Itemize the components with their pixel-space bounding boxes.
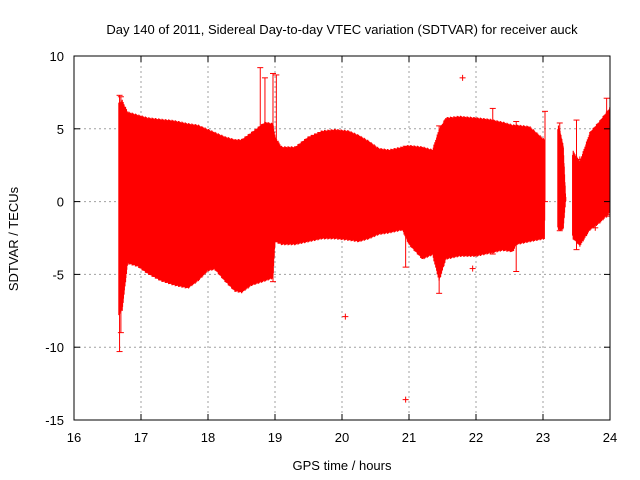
y-axis-label: SDTVAR / TECUs	[6, 186, 21, 291]
y-tick-label: -15	[45, 413, 64, 428]
y-tick-label: 5	[57, 122, 64, 137]
axis-ticks: 16 17 18 19 20 21 22 23 24 -15 -10 -5 0 5 10	[45, 49, 617, 445]
y-tick-label: 10	[50, 49, 64, 64]
y-tick-label: -10	[45, 340, 64, 355]
plot-series	[116, 67, 611, 403]
x-tick-label: 21	[402, 430, 416, 445]
x-tick-label: 20	[335, 430, 349, 445]
x-tick-label: 19	[268, 430, 282, 445]
x-axis-label: GPS time / hours	[293, 458, 392, 473]
chart-title: Day 140 of 2011, Sidereal Day-to-day VTE…	[106, 22, 578, 37]
x-tick-label: 16	[67, 430, 81, 445]
x-tick-label: 18	[201, 430, 215, 445]
x-tick-label: 24	[603, 430, 617, 445]
x-tick-label: 17	[134, 430, 148, 445]
x-tick-label: 23	[536, 430, 550, 445]
y-tick-label: -5	[52, 267, 64, 282]
y-tick-label: 0	[57, 195, 64, 210]
x-tick-label: 22	[469, 430, 483, 445]
